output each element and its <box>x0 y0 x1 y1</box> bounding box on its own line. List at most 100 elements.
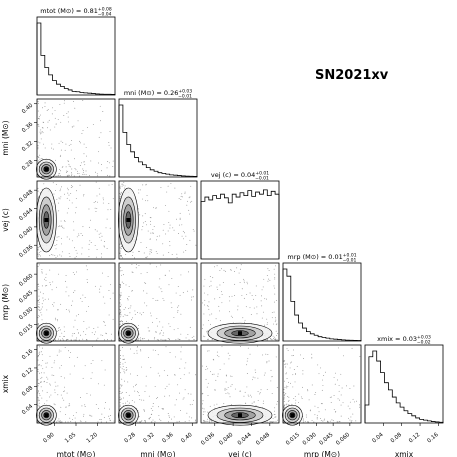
sample-point <box>59 411 61 413</box>
sample-point <box>221 302 223 304</box>
sample-point <box>286 363 288 365</box>
sample-point <box>263 278 265 280</box>
sample-point <box>302 358 304 359</box>
sample-point <box>43 381 45 383</box>
x-tick-label-mni: 0.36 <box>161 432 175 445</box>
sample-point <box>275 416 277 418</box>
sample-point <box>186 412 188 414</box>
sample-point <box>71 175 72 176</box>
sample-point <box>123 397 125 399</box>
sample-point <box>119 323 121 325</box>
sample-point <box>90 377 92 379</box>
sample-point <box>38 196 39 198</box>
sample-point <box>141 314 142 316</box>
sample-point <box>58 197 60 199</box>
sample-point <box>275 330 277 332</box>
sample-point <box>39 255 41 257</box>
sample-point <box>302 419 304 421</box>
sample-point <box>145 257 147 259</box>
sample-point <box>122 257 123 259</box>
sample-point <box>106 248 108 250</box>
sample-point <box>273 268 275 270</box>
sample-point <box>262 406 264 408</box>
sample-point <box>125 367 127 368</box>
sample-point <box>120 309 121 311</box>
sample-point <box>137 391 138 392</box>
sample-point <box>42 297 44 299</box>
sample-point <box>162 254 164 256</box>
sample-point <box>244 321 245 323</box>
sample-point <box>59 104 61 105</box>
sample-point <box>39 309 41 311</box>
sample-point <box>271 393 273 394</box>
sample-point <box>160 288 162 290</box>
sample-point <box>66 170 68 172</box>
sample-point <box>73 125 75 127</box>
sample-point <box>243 395 245 397</box>
sample-point <box>138 395 140 397</box>
sample-point <box>66 212 68 214</box>
sample-point <box>316 414 318 416</box>
sample-point <box>177 384 179 386</box>
sample-point <box>119 185 121 187</box>
sample-point <box>108 142 110 143</box>
sample-point <box>191 404 193 406</box>
histogram-vej <box>200 189 280 259</box>
sample-point <box>51 147 53 149</box>
sample-point <box>270 369 272 371</box>
sample-point <box>38 116 40 118</box>
sample-point <box>290 361 292 363</box>
sample-point <box>119 246 121 248</box>
sample-point <box>288 396 290 398</box>
sample-point <box>76 271 77 273</box>
sample-point <box>65 406 67 408</box>
sample-point <box>60 196 62 198</box>
sample-point <box>63 399 65 401</box>
sample-point <box>164 274 166 276</box>
sample-point <box>38 309 40 311</box>
sample-point <box>37 404 39 406</box>
sample-point <box>95 181 97 183</box>
sample-point <box>154 421 156 423</box>
sample-point <box>254 369 256 371</box>
sample-point <box>80 162 82 164</box>
sample-point <box>333 377 335 378</box>
sample-point <box>329 396 331 398</box>
sample-point <box>302 386 304 388</box>
sample-point <box>274 287 276 289</box>
sample-point <box>181 235 183 237</box>
sample-point <box>271 376 273 378</box>
sample-point <box>239 282 241 284</box>
sample-point <box>247 283 248 285</box>
sample-point <box>274 414 276 415</box>
sample-point <box>134 390 136 392</box>
sample-point <box>81 253 83 255</box>
sample-point <box>39 142 41 144</box>
x-axis-label-mni: mni (M⊙) <box>140 450 175 457</box>
sample-point <box>130 305 132 307</box>
sample-point <box>51 289 53 291</box>
sample-point <box>150 232 152 234</box>
sample-point <box>66 113 68 114</box>
sample-point <box>255 285 257 287</box>
sample-point <box>132 251 134 253</box>
sample-point <box>59 420 61 422</box>
sample-point <box>65 280 67 282</box>
sample-point <box>52 148 54 150</box>
sample-point <box>236 267 238 269</box>
sample-point <box>41 314 43 316</box>
sample-point <box>46 309 48 311</box>
sample-point <box>234 283 236 285</box>
sample-point <box>68 194 70 196</box>
sample-point <box>163 332 165 334</box>
sample-point <box>120 305 121 307</box>
sample-point <box>58 420 60 422</box>
density-peak <box>44 413 49 418</box>
sample-point <box>231 404 233 406</box>
sample-point <box>340 373 342 375</box>
sample-point <box>40 312 42 314</box>
sample-point <box>59 225 61 227</box>
sample-point <box>83 173 85 175</box>
sample-point <box>163 299 165 301</box>
sample-point <box>322 379 323 381</box>
